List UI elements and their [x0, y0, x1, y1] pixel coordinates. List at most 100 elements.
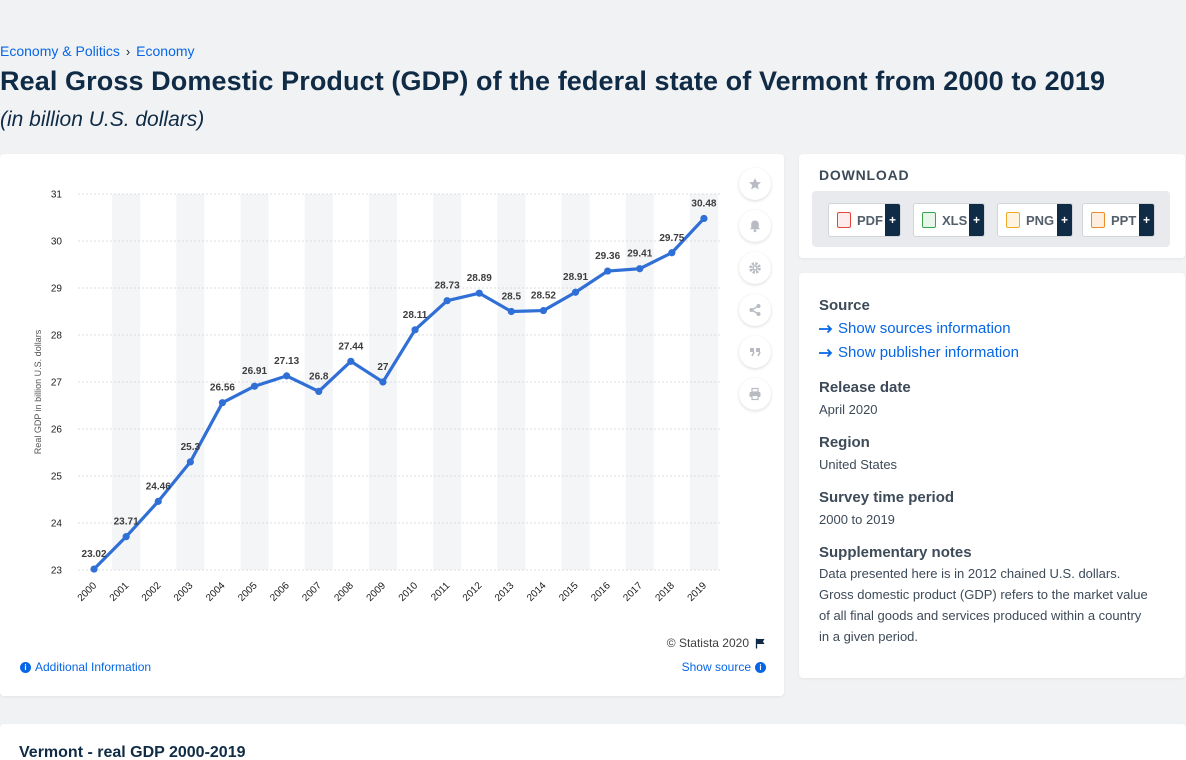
pdf-label: PDF — [857, 212, 883, 228]
data-point — [571, 288, 580, 296]
data-point — [443, 297, 451, 305]
data-label: 28.89 — [467, 273, 492, 284]
x-tick-label: 2002 — [140, 580, 164, 604]
x-tick-label: 2003 — [172, 580, 196, 604]
data-point — [475, 289, 483, 297]
release-date-heading: Release date — [819, 379, 911, 396]
png-label: PNG — [1026, 212, 1055, 228]
breadcrumb: Economy & Politics › Economy — [0, 43, 195, 59]
data-label: 29.41 — [627, 249, 652, 260]
data-label: 26.56 — [210, 383, 235, 394]
x-tick-label: 2012 — [461, 580, 485, 604]
top-bar — [0, 0, 1186, 40]
data-point — [539, 306, 548, 315]
download-ppt-button[interactable]: PPT + — [1082, 203, 1155, 237]
data-point — [250, 382, 259, 390]
y-tick-label: 30 — [51, 237, 63, 248]
plus-icon: + — [1139, 204, 1154, 236]
data-point — [411, 326, 419, 334]
supplementary-notes-heading: Supplementary notes — [819, 544, 972, 561]
series-line — [92, 217, 706, 571]
data-point — [347, 357, 355, 365]
breadcrumb-economy[interactable]: Economy — [136, 43, 195, 59]
info-icon: i — [755, 661, 766, 673]
copyright-text: © Statista 2020 — [666, 636, 749, 650]
chart-card: 23 24 25 26 27 28 29 30 31 Real GDP in billion U.… — [0, 154, 784, 696]
region-value: United States — [819, 457, 898, 472]
gear-icon[interactable] — [739, 252, 771, 284]
x-tick-label: 2008 — [332, 580, 356, 604]
data-label: 28.91 — [563, 272, 588, 283]
data-label: 23.71 — [114, 517, 139, 528]
star-icon[interactable] — [739, 168, 771, 200]
show-publisher-link[interactable]: Show publisher information — [819, 344, 1019, 361]
quote-icon[interactable] — [739, 336, 771, 368]
data-label: 29.36 — [595, 251, 620, 262]
arrow-right-icon — [819, 348, 833, 357]
y-tick-label: 27 — [51, 378, 63, 389]
download-title: DOWNLOAD — [819, 167, 910, 183]
source-heading: Source — [819, 297, 870, 314]
x-tick-label: 2004 — [204, 580, 228, 604]
print-icon[interactable] — [739, 378, 771, 410]
survey-period-heading: Survey time period — [819, 489, 955, 506]
data-point — [507, 307, 515, 316]
data-label: 28.11 — [403, 310, 428, 321]
download-card: DOWNLOAD PDF + XLS + PNG + PPT + — [799, 154, 1185, 258]
x-tick-label: 2016 — [589, 580, 613, 604]
show-source-link[interactable]: Show source i — [682, 660, 766, 674]
page-title: Real Gross Domestic Product (GDP) of the… — [0, 66, 1106, 96]
additional-information-label: Additional Information — [35, 660, 152, 674]
bell-icon[interactable] — [739, 210, 771, 242]
download-buttons: PDF + XLS + PNG + PPT + — [812, 191, 1170, 247]
x-tick-label: 2000 — [76, 580, 100, 604]
info-icon: i — [20, 661, 31, 673]
arrow-right-icon — [819, 324, 833, 333]
data-label: 27 — [377, 362, 389, 373]
data-label: 26.8 — [309, 371, 329, 382]
data-point — [700, 214, 708, 223]
show-source-label: Show source — [681, 660, 751, 674]
survey-period-value: 2000 to 2019 — [819, 512, 895, 527]
y-axis-label: Real GDP in billion U.S. dollars — [33, 329, 43, 454]
chart-toolbar — [739, 168, 771, 410]
x-tick-label: 2014 — [525, 580, 549, 604]
supplementary-notes-text: Data presented here is in 2012 chained U… — [819, 566, 1148, 644]
release-date-value: April 2020 — [819, 402, 878, 417]
x-tick-label: 2009 — [365, 580, 389, 604]
x-tick-label: 2018 — [653, 580, 677, 604]
data-point — [636, 265, 644, 273]
data-point — [379, 378, 387, 386]
additional-information-link[interactable]: i Additional Information — [20, 660, 151, 674]
description-card: Vermont - real GDP 2000-2019 — [0, 724, 1186, 760]
x-tick-label: 2007 — [300, 580, 324, 604]
show-sources-link[interactable]: Show sources information — [819, 320, 1011, 337]
data-point — [283, 372, 291, 380]
y-tick-label: 24 — [51, 519, 63, 530]
download-xls-button[interactable]: XLS + — [913, 203, 985, 237]
data-label: 27.44 — [338, 341, 363, 352]
share-icon[interactable] — [739, 294, 771, 326]
x-tick-label: 2001 — [108, 580, 132, 604]
plus-icon: + — [1057, 204, 1072, 236]
line-chart: 23 24 25 26 27 28 29 30 31 Real GDP in billion U.… — [33, 190, 720, 604]
data-point — [186, 458, 194, 466]
xls-label: XLS — [942, 212, 968, 228]
data-point — [122, 533, 130, 541]
data-point — [604, 267, 612, 275]
data-label: 30.48 — [691, 198, 716, 209]
xls-file-icon — [922, 212, 936, 228]
data-label: 28.5 — [502, 292, 522, 303]
png-file-icon — [1006, 212, 1020, 228]
x-tick-label: 2013 — [493, 580, 517, 604]
data-point — [154, 497, 162, 505]
breadcrumb-separator: › — [125, 43, 131, 59]
breadcrumb-economy-politics[interactable]: Economy & Politics — [0, 43, 120, 59]
data-label: 29.75 — [659, 233, 684, 244]
download-png-button[interactable]: PNG + — [997, 203, 1073, 237]
flag-icon[interactable] — [755, 638, 766, 649]
download-pdf-button[interactable]: PDF + — [828, 203, 901, 237]
data-label: 24.46 — [146, 481, 171, 492]
plus-icon: + — [885, 204, 900, 236]
